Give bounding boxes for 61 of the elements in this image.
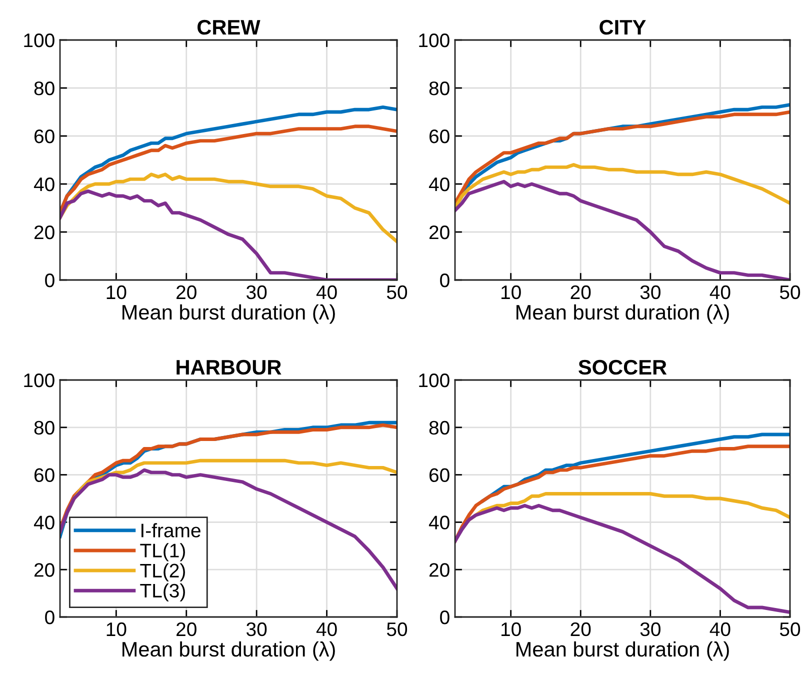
y-tick-label: 0: [45, 273, 54, 288]
x-axis-title: Mean burst duration (λ): [516, 641, 729, 661]
chart-title: CITY: [600, 20, 646, 35]
y-tick-label: 60: [430, 468, 450, 482]
x-tick-label: 10: [106, 622, 126, 636]
y-tick-label: 40: [428, 177, 450, 192]
chart-title: HARBOUR: [176, 360, 282, 375]
y-tick-label: 80: [34, 81, 54, 96]
x-tick-label: 50: [780, 285, 800, 300]
line-series: [60, 124, 397, 215]
line-series: [60, 172, 397, 244]
x-tick-label: 10: [502, 622, 521, 636]
y-tick-label: 60: [34, 129, 54, 144]
y-tick-label: 80: [429, 81, 450, 96]
x-tick-label: 40: [316, 285, 337, 300]
y-tick-label: 40: [34, 177, 54, 192]
x-axis-title: Mean burst duration (λ): [122, 641, 335, 661]
x-tick-label: 30: [246, 285, 267, 300]
y-tick-label: 40: [34, 516, 54, 530]
x-tick-label: 40: [710, 622, 730, 636]
y-tick-label: 60: [430, 129, 450, 144]
line-series: [455, 163, 790, 210]
x-tick-label: 20: [570, 285, 591, 300]
chart-title: SOCCER: [578, 360, 667, 375]
x-tick-label: 20: [176, 285, 196, 300]
y-tick-label: 100: [419, 33, 450, 48]
x-tick-label: 30: [640, 622, 660, 636]
legend-label: I-frame: [142, 523, 200, 538]
x-tick-label: 40: [710, 285, 730, 300]
legend-label: TL(3): [140, 583, 185, 602]
x-tick-label: 50: [780, 622, 800, 636]
y-tick-label: 60: [34, 468, 54, 482]
legend-label: TL(2): [140, 563, 185, 582]
legend-label: TL(1): [140, 543, 185, 562]
y-tick-label: 100: [24, 373, 54, 388]
x-axis-title: Mean burst duration (λ): [122, 304, 335, 324]
x-tick-label: 30: [640, 285, 660, 300]
y-tick-label: 20: [429, 225, 450, 240]
y-tick-label: 100: [419, 373, 450, 388]
y-tick-label: 20: [34, 225, 54, 240]
x-tick-label: 10: [106, 285, 126, 300]
x-tick-label: 30: [246, 622, 267, 636]
x-tick-label: 50: [386, 285, 408, 300]
y-tick-label: 40: [428, 516, 450, 530]
line-series: [467, 492, 790, 522]
y-tick-label: 20: [34, 563, 54, 577]
y-tick-label: 0: [45, 610, 54, 624]
line-series: [455, 504, 790, 614]
x-tick-label: 10: [502, 285, 521, 300]
y-tick-label: 80: [429, 420, 450, 435]
x-tick-label: 50: [386, 622, 408, 636]
y-tick-label: 0: [440, 273, 450, 288]
y-tick-label: 0: [440, 610, 450, 624]
y-tick-label: 80: [34, 420, 54, 435]
x-tick-label: 20: [176, 622, 196, 636]
x-tick-label: 40: [316, 622, 337, 636]
chart-title: CREW: [198, 20, 260, 35]
y-tick-label: 100: [24, 33, 54, 48]
x-tick-label: 20: [570, 622, 591, 636]
y-tick-label: 20: [429, 563, 450, 577]
x-axis-title: Mean burst duration (λ): [516, 304, 729, 324]
